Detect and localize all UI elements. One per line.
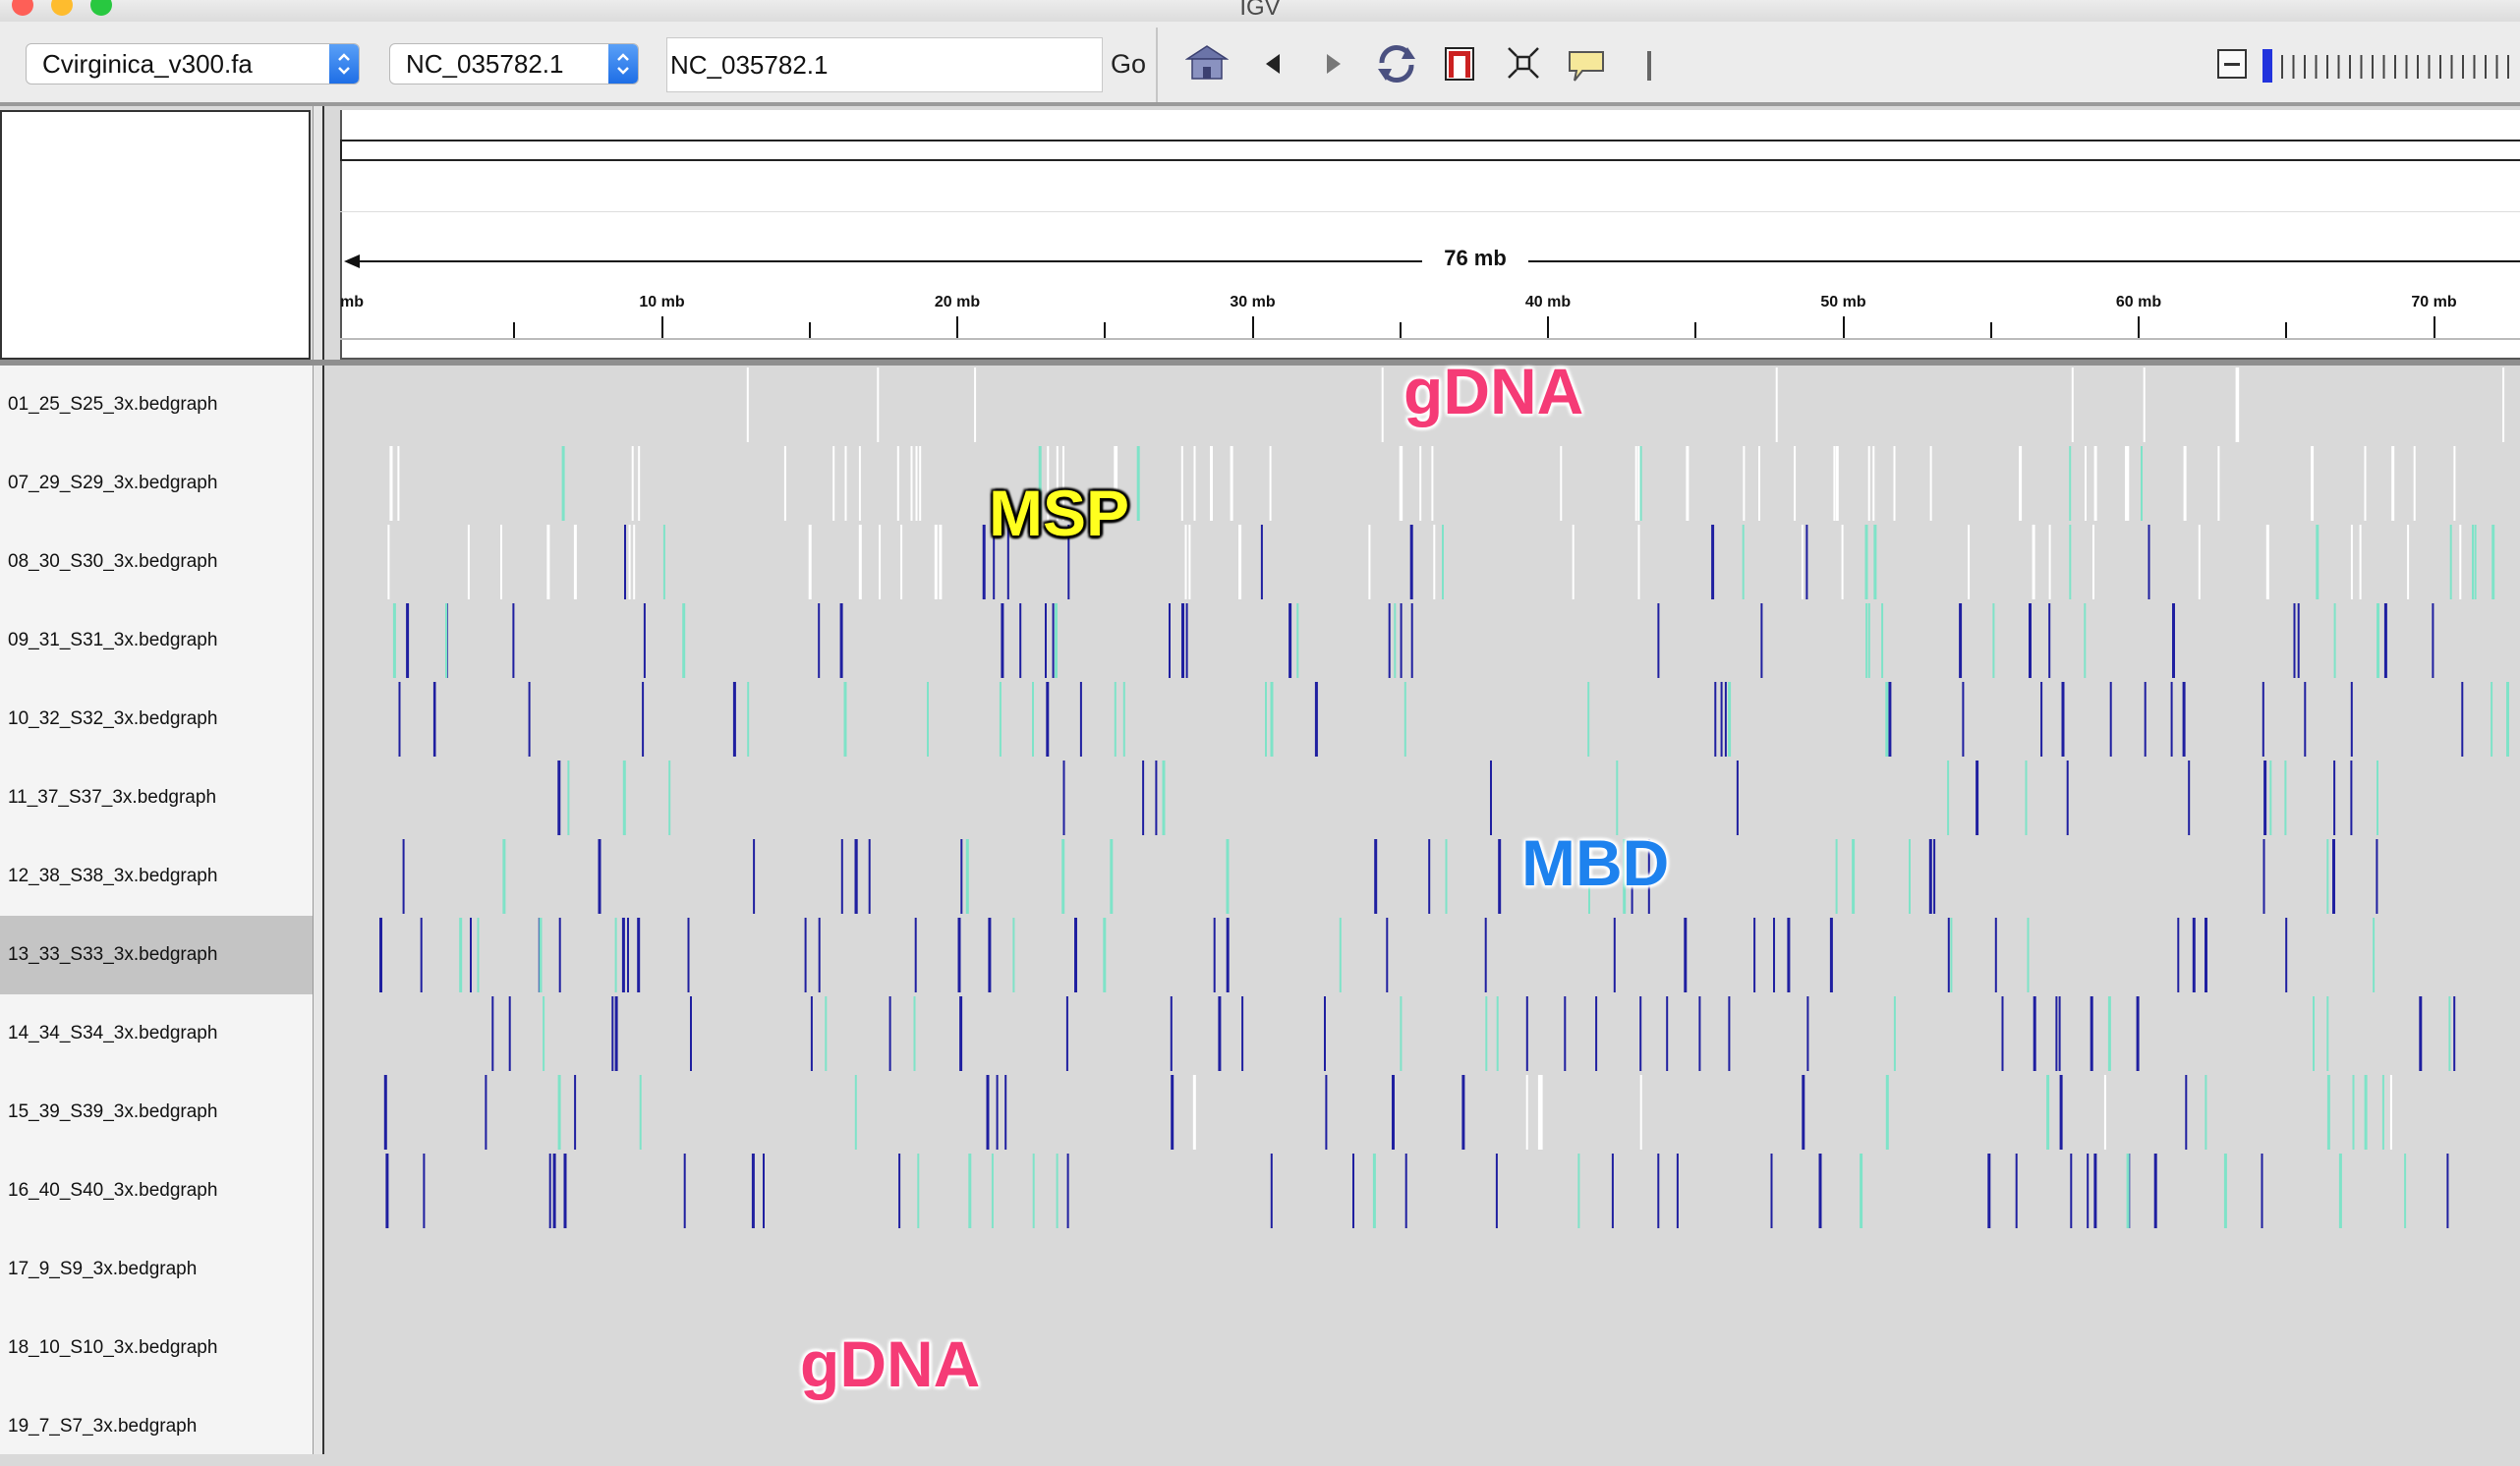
back-arrow-icon[interactable] (1262, 51, 1284, 77)
ruler-tick (956, 316, 959, 338)
ruler-tick (1842, 316, 1845, 338)
track-name[interactable]: 12_38_S38_3x.bedgraph (8, 866, 218, 886)
ruler-tick (1104, 322, 1107, 338)
ruler-tick (2285, 322, 2288, 338)
track-name[interactable]: 01_25_S25_3x.bedgraph (8, 394, 218, 415)
window-titlebar: IGV (0, 0, 2520, 23)
ruler-tick (2433, 316, 2435, 338)
window-title: IGV (1239, 0, 1281, 21)
span-label: 76 mb (1444, 246, 1507, 270)
span-arrow-icon (344, 254, 360, 268)
track-name-panel: 01_25_S25_3x.bedgraph 07_29_S29_3x.bedgra… (0, 366, 313, 1454)
track-name[interactable]: 10_32_S32_3x.bedgraph (8, 708, 218, 729)
ruler-tick-label: 50 mb (1820, 294, 1866, 310)
ruler-tick-label: 10 mb (639, 294, 685, 310)
chromosome-dropdown-value: NC_035782.1 (406, 49, 564, 79)
ruler-tick-label: 70 mb (2411, 294, 2457, 310)
gdna-annotation-top: gDNA (1403, 355, 1584, 427)
home-icon[interactable] (1185, 43, 1229, 83)
toolbar-divider (1156, 28, 1158, 102)
zoom-slider-thumb[interactable] (2262, 49, 2272, 83)
genome-dropdown-value: Cvirginica_v300.fa (42, 49, 253, 79)
ruler-tick-label: 20 mb (934, 294, 981, 310)
ruler-guide-line (340, 211, 2520, 212)
track-name[interactable]: 18_10_S10_3x.bedgraph (8, 1337, 218, 1358)
ruler-tick (1399, 322, 1402, 338)
ruler-tick (808, 322, 811, 338)
track-name[interactable]: 11_37_S37_3x.bedgraph (8, 787, 217, 808)
locus-input[interactable]: NC_035782.1 (666, 37, 1103, 92)
attribute-panel (313, 106, 324, 1454)
track-name[interactable]: 09_31_S31_3x.bedgraph (8, 630, 218, 650)
ruler-tick (1989, 322, 1992, 338)
data-panel[interactable] (340, 366, 2520, 1454)
gdna-annotation-bottom: gDNA (800, 1327, 981, 1400)
ruler-tick (513, 322, 516, 338)
track-name[interactable]: 16_40_S40_3x.bedgraph (8, 1180, 218, 1201)
ruler-start-label: mb (340, 294, 364, 310)
track-name[interactable]: 15_39_S39_3x.bedgraph (8, 1101, 218, 1122)
forward-arrow-icon[interactable] (1323, 51, 1345, 77)
ruler-base-line (340, 338, 2520, 340)
refresh-icon[interactable] (1374, 41, 1419, 86)
span-line (356, 260, 1422, 262)
bedgraph-tracks (379, 367, 2509, 1228)
ruler-tick (2138, 316, 2141, 338)
genome-dropdown[interactable]: Cvirginica_v300.fa (26, 43, 360, 85)
track-name[interactable]: 13_33_S33_3x.bedgraph (0, 916, 313, 994)
track-name[interactable]: 14_34_S34_3x.bedgraph (8, 1023, 218, 1043)
chromosome-dropdown[interactable]: NC_035782.1 (389, 43, 639, 85)
updown-chevron-icon (608, 44, 638, 84)
region-of-interest-icon[interactable] (1443, 45, 1476, 83)
ruler-name-panel (0, 110, 311, 360)
popup-info-icon[interactable] (1567, 49, 1606, 85)
track-name[interactable]: 17_9_S9_3x.bedgraph (8, 1259, 198, 1279)
panel-separator[interactable] (0, 360, 2520, 366)
track-name[interactable]: 19_7_S7_3x.bedgraph (8, 1416, 198, 1437)
close-window-button[interactable] (12, 0, 33, 16)
ruler-tick (1694, 322, 1697, 338)
ruler-tick (660, 316, 663, 338)
mbd-annotation: MBD (1521, 826, 1670, 899)
ruler-tick-label: 30 mb (1230, 294, 1276, 310)
msp-annotation: MSP (989, 477, 1130, 549)
zoom-slider[interactable] (2278, 51, 2520, 83)
span-line (1528, 260, 2520, 262)
ruler-tick-label: 40 mb (1524, 294, 1572, 310)
zoom-out-button[interactable] (2217, 49, 2247, 79)
chromosome-ideogram[interactable] (340, 140, 2520, 161)
minimize-window-button[interactable] (51, 0, 73, 16)
track-name[interactable]: 07_29_S29_3x.bedgraph (8, 473, 218, 493)
track-name[interactable]: 08_30_S30_3x.bedgraph (8, 551, 218, 572)
ruler-tick-label: 60 mb (2115, 294, 2162, 310)
go-button[interactable]: Go (1111, 49, 1147, 79)
igv-toolbar: Cvirginica_v300.fa NC_035782.1 NC_035782… (0, 22, 2520, 106)
ruler-tick (1251, 316, 1254, 338)
divider-mark (1647, 51, 1651, 81)
ruler-tick (1547, 316, 1550, 338)
resize-tracks-icon[interactable] (1506, 45, 1541, 81)
zoom-window-button[interactable] (90, 0, 112, 16)
updown-chevron-icon (329, 44, 359, 84)
